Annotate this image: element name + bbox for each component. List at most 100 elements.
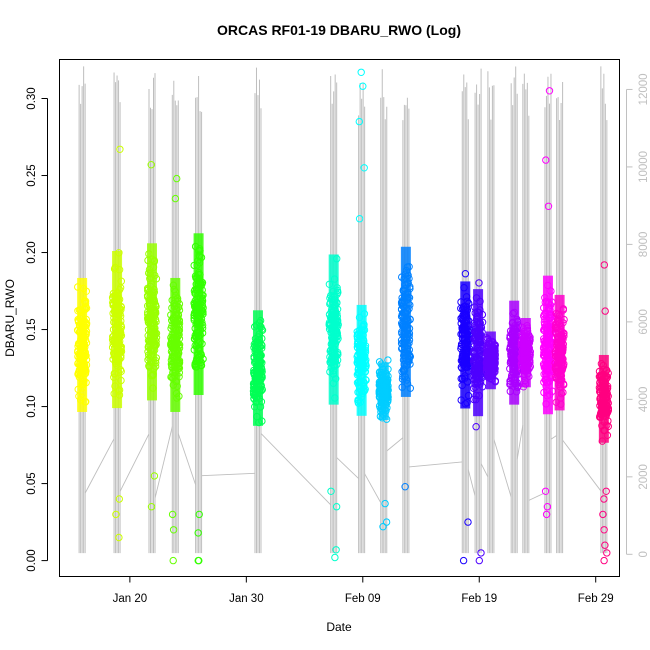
altitude-transit-line (154, 426, 173, 499)
outlier-point (382, 518, 391, 526)
outlier-point (357, 68, 365, 77)
altitude-transit-line (386, 437, 404, 452)
altitude-transit-line (480, 463, 489, 478)
outlier-point (541, 487, 550, 495)
flight-point-cluster (509, 300, 520, 405)
outlier-point (600, 556, 608, 565)
outlier-point (112, 510, 120, 519)
outlier-point (355, 117, 363, 126)
flight-point-cluster (485, 331, 496, 390)
outlier-point (168, 510, 177, 519)
y2-tick-label: 6000 (638, 309, 650, 335)
outlier-point (360, 164, 368, 172)
chart-title: ORCAS RF01-19 DBARU_RWO (Log) (217, 22, 461, 38)
data-points (73, 68, 612, 565)
y-tick-label: 0.00 (26, 549, 38, 571)
outlier-point (327, 487, 335, 495)
outlier-point (115, 533, 123, 542)
outlier-point (601, 307, 609, 315)
y2-tick-label: 10000 (638, 151, 650, 183)
flight-point-cluster (554, 294, 565, 411)
altitude-transit-line (364, 473, 382, 503)
outlier-point (147, 503, 156, 511)
altitude-transit-line (467, 469, 476, 497)
x-axis-label: Date (326, 620, 352, 634)
y-tick-label: 0.10 (26, 395, 38, 417)
axes: 0.00 0.05 0.10 0.15 0.20 0.25 0.30 Jan 20 Jan 30… (26, 73, 650, 605)
outlier-point (173, 174, 181, 183)
x-tick-label: Jan 20 (113, 593, 148, 605)
data-point (475, 279, 483, 287)
outlier-point (601, 541, 609, 549)
outlier-point (150, 472, 159, 480)
flight-point-cluster (356, 304, 367, 416)
flight-point-cluster (112, 250, 123, 409)
outlier-point (600, 495, 608, 503)
flight-point-cluster (378, 362, 389, 421)
y-tick-label: 0.05 (26, 472, 38, 494)
outlier-point (459, 556, 468, 565)
outlier-point (194, 529, 202, 537)
outlier-point (359, 82, 367, 90)
flight-point-cluster (193, 233, 204, 396)
outlier-point (603, 549, 611, 557)
data-point (472, 423, 480, 431)
outlier-point (147, 161, 155, 169)
altitude-transit-line (201, 472, 255, 477)
outlier-point (331, 553, 339, 562)
flight-point-cluster (542, 275, 553, 415)
outlier-point (600, 526, 608, 534)
altitude-transit-line (516, 425, 524, 460)
outlier-point (542, 156, 550, 164)
altitude-transit-line (528, 492, 546, 501)
outlier-point (545, 87, 554, 95)
flight-point-cluster (598, 354, 609, 443)
outlier-point (381, 499, 389, 508)
altitude-transit-line (550, 435, 557, 440)
y-tick-label: 0.30 (26, 87, 38, 109)
altitude-transit-line (260, 433, 331, 506)
altitude-transit-line (84, 438, 115, 494)
outlier-point (600, 261, 608, 269)
x-tick-label: Feb 09 (345, 593, 381, 605)
outlier-point (475, 556, 483, 565)
flight-point-cluster (252, 310, 263, 426)
altitude-transit-line (336, 457, 359, 479)
altitude-transit-line (493, 439, 512, 498)
outlier-point (169, 526, 178, 534)
flight-point-cluster (170, 277, 181, 412)
outlier-point (464, 518, 472, 526)
altitude-transit-line (408, 461, 463, 468)
altitude-transit-line (177, 433, 197, 485)
flight-point-cluster (520, 318, 531, 388)
flight-point-cluster (147, 243, 158, 401)
outlier-point (355, 215, 364, 223)
flight-point-cluster (400, 246, 411, 397)
outlier-point (194, 556, 202, 565)
y-tick-label: 0.15 (26, 318, 38, 340)
outlier-point (171, 194, 180, 203)
y-axis-label: DBARU_RWO (3, 279, 17, 357)
outlier-point (599, 510, 607, 519)
outlier-point (332, 546, 340, 554)
y2-tick-label: 2000 (638, 464, 650, 490)
data-point (461, 270, 470, 278)
outlier-point (401, 483, 409, 491)
y2-tick-label: 12000 (638, 73, 650, 105)
outlier-point (542, 510, 551, 519)
outlier-point (543, 503, 552, 511)
outlier-point (379, 523, 387, 531)
y2-tick-label: 0 (638, 551, 650, 557)
outlier-point (544, 202, 553, 211)
outlier-point (195, 510, 203, 519)
outlier-point (169, 556, 177, 565)
flight-point-cluster (473, 289, 484, 417)
altitude-transit-line (562, 439, 602, 492)
altitude-transit-line (119, 433, 150, 492)
x-tick-label: Feb 29 (578, 593, 614, 605)
y2-tick-label: 8000 (638, 232, 650, 258)
flight-point-cluster (460, 281, 471, 409)
flight-point-cluster (328, 254, 339, 405)
y2-tick-label: 4000 (638, 387, 650, 413)
